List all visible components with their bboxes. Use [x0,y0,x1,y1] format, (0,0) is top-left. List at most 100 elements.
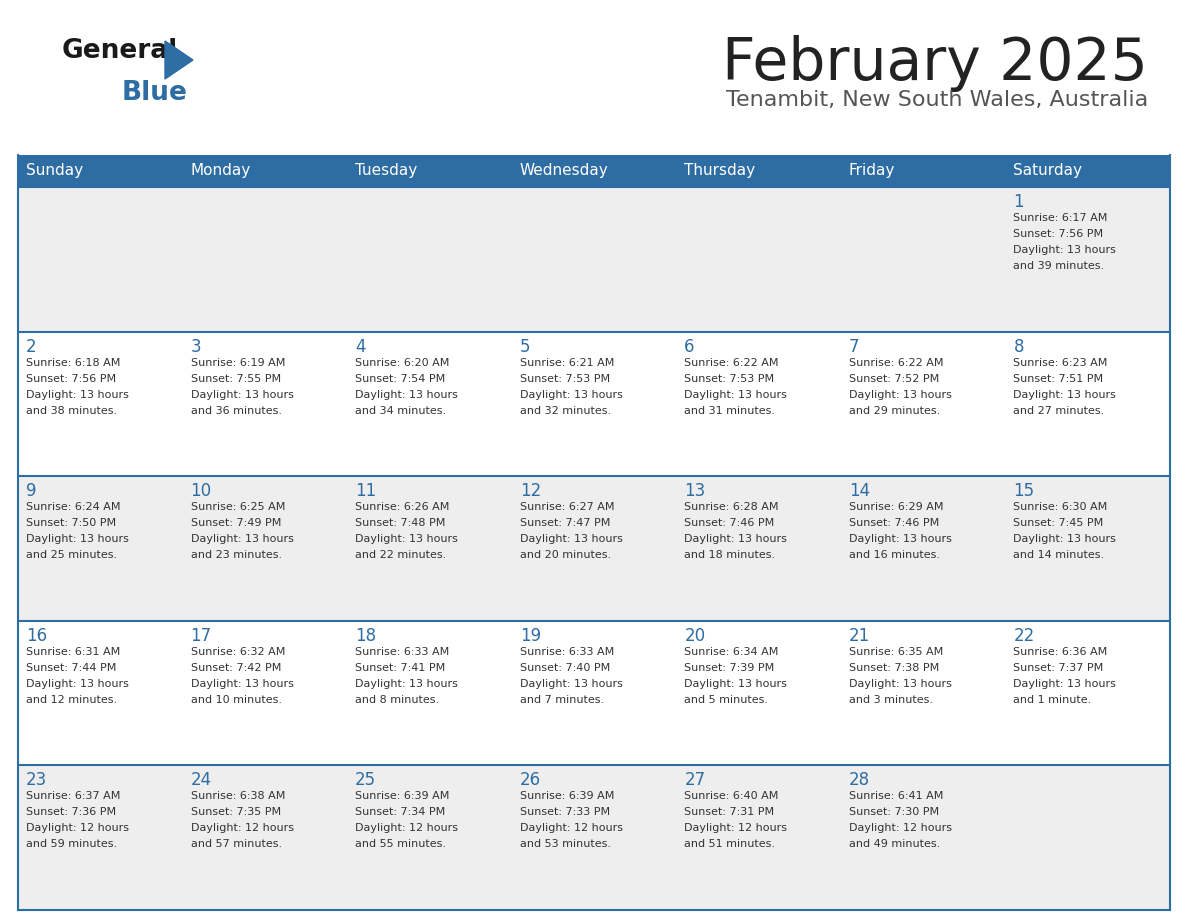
Text: Sunrise: 6:39 AM: Sunrise: 6:39 AM [355,791,449,801]
Text: Daylight: 13 hours: Daylight: 13 hours [849,389,952,399]
Text: Daylight: 13 hours: Daylight: 13 hours [190,534,293,544]
Text: Sunrise: 6:18 AM: Sunrise: 6:18 AM [26,358,120,367]
Text: Daylight: 13 hours: Daylight: 13 hours [355,534,459,544]
Bar [18,331,1170,476]
Text: 25: 25 [355,771,377,789]
Text: Saturday: Saturday [1013,163,1082,178]
Text: Sunrise: 6:23 AM: Sunrise: 6:23 AM [1013,358,1107,367]
Text: Sunset: 7:44 PM: Sunset: 7:44 PM [26,663,116,673]
Text: and 59 minutes.: and 59 minutes. [26,839,118,849]
Text: 8: 8 [1013,338,1024,355]
Text: Daylight: 13 hours: Daylight: 13 hours [519,389,623,399]
Text: 6: 6 [684,338,695,355]
Text: Daylight: 13 hours: Daylight: 13 hours [355,389,459,399]
Text: Blue: Blue [122,80,188,106]
Text: Daylight: 13 hours: Daylight: 13 hours [26,678,128,688]
Text: 11: 11 [355,482,377,500]
Text: Daylight: 13 hours: Daylight: 13 hours [849,678,952,688]
Text: and 51 minutes.: and 51 minutes. [684,839,776,849]
Text: Sunrise: 6:26 AM: Sunrise: 6:26 AM [355,502,449,512]
Text: Sunset: 7:48 PM: Sunset: 7:48 PM [355,518,446,528]
Polygon shape [165,41,192,79]
Text: Daylight: 12 hours: Daylight: 12 hours [190,823,293,834]
Text: Sunset: 7:30 PM: Sunset: 7:30 PM [849,808,939,817]
Text: 14: 14 [849,482,870,500]
Text: 15: 15 [1013,482,1035,500]
Text: Wednesday: Wednesday [519,163,608,178]
Text: Sunset: 7:33 PM: Sunset: 7:33 PM [519,808,609,817]
Text: Sunrise: 6:34 AM: Sunrise: 6:34 AM [684,647,778,656]
Text: Sunset: 7:46 PM: Sunset: 7:46 PM [849,518,939,528]
Text: Daylight: 13 hours: Daylight: 13 hours [1013,534,1117,544]
Text: Daylight: 13 hours: Daylight: 13 hours [519,678,623,688]
Text: Sunrise: 6:32 AM: Sunrise: 6:32 AM [190,647,285,656]
Text: Sunrise: 6:22 AM: Sunrise: 6:22 AM [849,358,943,367]
Bar [18,766,1170,910]
Text: and 31 minutes.: and 31 minutes. [684,406,776,416]
Text: Sunrise: 6:38 AM: Sunrise: 6:38 AM [190,791,285,801]
Text: Sunset: 7:56 PM: Sunset: 7:56 PM [26,374,116,384]
Text: 13: 13 [684,482,706,500]
Text: Daylight: 13 hours: Daylight: 13 hours [519,534,623,544]
Text: 16: 16 [26,627,48,644]
Text: Sunset: 7:38 PM: Sunset: 7:38 PM [849,663,939,673]
Text: and 8 minutes.: and 8 minutes. [355,695,440,705]
Text: Daylight: 13 hours: Daylight: 13 hours [684,389,788,399]
Text: Sunset: 7:53 PM: Sunset: 7:53 PM [519,374,609,384]
Text: Daylight: 13 hours: Daylight: 13 hours [1013,678,1117,688]
Text: 1: 1 [1013,193,1024,211]
Text: and 16 minutes.: and 16 minutes. [849,550,940,560]
Text: and 5 minutes.: and 5 minutes. [684,695,769,705]
Text: Sunset: 7:50 PM: Sunset: 7:50 PM [26,518,116,528]
Text: Sunrise: 6:21 AM: Sunrise: 6:21 AM [519,358,614,367]
Text: Daylight: 13 hours: Daylight: 13 hours [1013,389,1117,399]
Text: Daylight: 12 hours: Daylight: 12 hours [519,823,623,834]
Text: Daylight: 12 hours: Daylight: 12 hours [849,823,952,834]
Text: Daylight: 12 hours: Daylight: 12 hours [355,823,459,834]
Text: 4: 4 [355,338,366,355]
Text: Daylight: 13 hours: Daylight: 13 hours [1013,245,1117,255]
Text: and 39 minutes.: and 39 minutes. [1013,261,1105,271]
Text: and 1 minute.: and 1 minute. [1013,695,1092,705]
Text: and 34 minutes.: and 34 minutes. [355,406,447,416]
Text: 10: 10 [190,482,211,500]
Text: 5: 5 [519,338,530,355]
Text: Sunset: 7:39 PM: Sunset: 7:39 PM [684,663,775,673]
Text: Sunset: 7:42 PM: Sunset: 7:42 PM [190,663,280,673]
Text: February 2025: February 2025 [722,35,1148,92]
Text: and 23 minutes.: and 23 minutes. [190,550,282,560]
Text: and 32 minutes.: and 32 minutes. [519,406,611,416]
Text: Sunset: 7:37 PM: Sunset: 7:37 PM [1013,663,1104,673]
Text: 26: 26 [519,771,541,789]
Text: Sunrise: 6:20 AM: Sunrise: 6:20 AM [355,358,449,367]
Text: and 22 minutes.: and 22 minutes. [355,550,447,560]
Text: and 53 minutes.: and 53 minutes. [519,839,611,849]
Text: 7: 7 [849,338,859,355]
Text: Daylight: 13 hours: Daylight: 13 hours [190,678,293,688]
Text: and 18 minutes.: and 18 minutes. [684,550,776,560]
Text: and 27 minutes.: and 27 minutes. [1013,406,1105,416]
Text: and 25 minutes.: and 25 minutes. [26,550,118,560]
Text: Tenambit, New South Wales, Australia: Tenambit, New South Wales, Australia [726,90,1148,110]
Text: 27: 27 [684,771,706,789]
Text: and 10 minutes.: and 10 minutes. [190,695,282,705]
Text: Sunset: 7:53 PM: Sunset: 7:53 PM [684,374,775,384]
Bar [18,476,1170,621]
Text: Sunrise: 6:25 AM: Sunrise: 6:25 AM [190,502,285,512]
Text: Sunrise: 6:17 AM: Sunrise: 6:17 AM [1013,213,1107,223]
Text: Sunrise: 6:36 AM: Sunrise: 6:36 AM [1013,647,1107,656]
Text: 3: 3 [190,338,201,355]
Text: Sunset: 7:40 PM: Sunset: 7:40 PM [519,663,609,673]
Text: Sunset: 7:55 PM: Sunset: 7:55 PM [190,374,280,384]
Text: Sunset: 7:41 PM: Sunset: 7:41 PM [355,663,446,673]
Text: 23: 23 [26,771,48,789]
Text: Thursday: Thursday [684,163,756,178]
Text: Sunset: 7:51 PM: Sunset: 7:51 PM [1013,374,1104,384]
Text: and 38 minutes.: and 38 minutes. [26,406,118,416]
Text: Sunrise: 6:22 AM: Sunrise: 6:22 AM [684,358,779,367]
Text: Sunrise: 6:19 AM: Sunrise: 6:19 AM [190,358,285,367]
Text: and 36 minutes.: and 36 minutes. [190,406,282,416]
Text: 9: 9 [26,482,37,500]
Text: and 7 minutes.: and 7 minutes. [519,695,604,705]
Text: Sunrise: 6:35 AM: Sunrise: 6:35 AM [849,647,943,656]
